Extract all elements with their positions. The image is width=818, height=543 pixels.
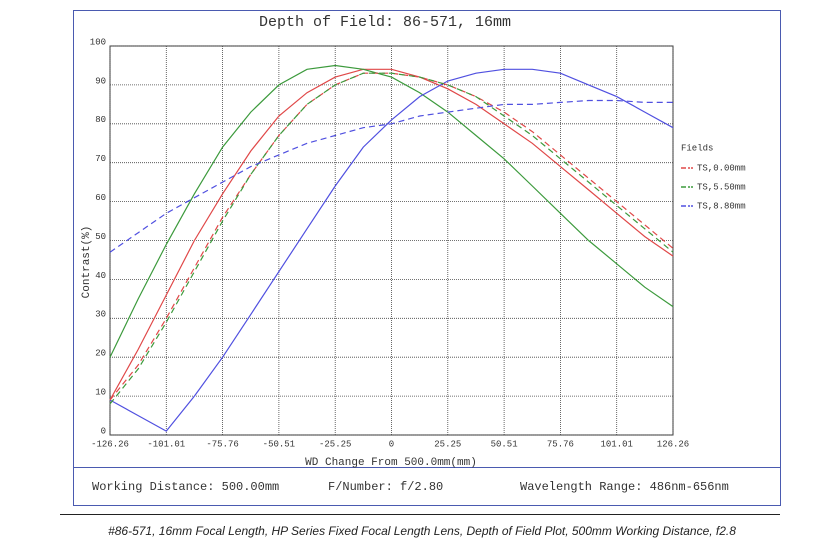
y-axis-label: Contrast(%) xyxy=(81,226,93,299)
y-tick-label: 20 xyxy=(95,349,106,359)
y-tick-label: 10 xyxy=(95,387,106,397)
x-tick-label: -126.26 xyxy=(91,439,129,449)
x-axis-label: WD Change From 500.0mm(mm) xyxy=(305,457,477,469)
tangential-line xyxy=(109,64,674,358)
legend-label: TS,8.80mm xyxy=(697,201,746,211)
y-tick-label: 100 xyxy=(90,37,106,47)
chart-title: Depth of Field: 86-571, 16mm xyxy=(259,14,511,31)
legend-title: Fields xyxy=(681,143,713,153)
sagittal-line xyxy=(109,72,674,405)
y-tick-label: 40 xyxy=(95,271,106,281)
x-tick-label: 25.25 xyxy=(434,439,461,449)
x-tick-label: 126.26 xyxy=(657,439,689,449)
info-wavelength: Wavelength Range: 486nm-656nm xyxy=(520,480,729,494)
info-working-distance: Working Distance: 500.00mm xyxy=(92,480,279,494)
sagittal-line xyxy=(109,99,673,253)
x-tick-label: 75.76 xyxy=(547,439,574,449)
caption: #86-571, 16mm Focal Length, HP Series Fi… xyxy=(108,524,736,538)
tangential-line xyxy=(109,68,674,432)
y-tick-label: 80 xyxy=(95,115,106,125)
y-tick-label: 0 xyxy=(101,426,106,436)
x-tick-label: -101.01 xyxy=(147,439,185,449)
x-tick-label: 50.51 xyxy=(491,439,518,449)
sagittal-line xyxy=(109,72,674,401)
frame xyxy=(73,10,781,506)
x-tick-label: -50.51 xyxy=(263,439,295,449)
legend-label: TS,5.50mm xyxy=(697,182,746,192)
y-tick-label: 30 xyxy=(95,310,106,320)
tangential-line xyxy=(109,68,674,401)
x-tick-label: 0 xyxy=(389,439,394,449)
x-tick-label: 101.01 xyxy=(601,439,633,449)
x-tick-label: -75.76 xyxy=(206,439,238,449)
x-tick-label: -25.25 xyxy=(319,439,351,449)
y-tick-label: 50 xyxy=(95,232,106,242)
legend-label: TS,0.00mm xyxy=(697,163,746,173)
y-tick-label: 60 xyxy=(95,193,106,203)
info-f-number: F/Number: f/2.80 xyxy=(328,480,443,494)
y-tick-label: 70 xyxy=(95,154,106,164)
y-tick-label: 90 xyxy=(95,76,106,86)
